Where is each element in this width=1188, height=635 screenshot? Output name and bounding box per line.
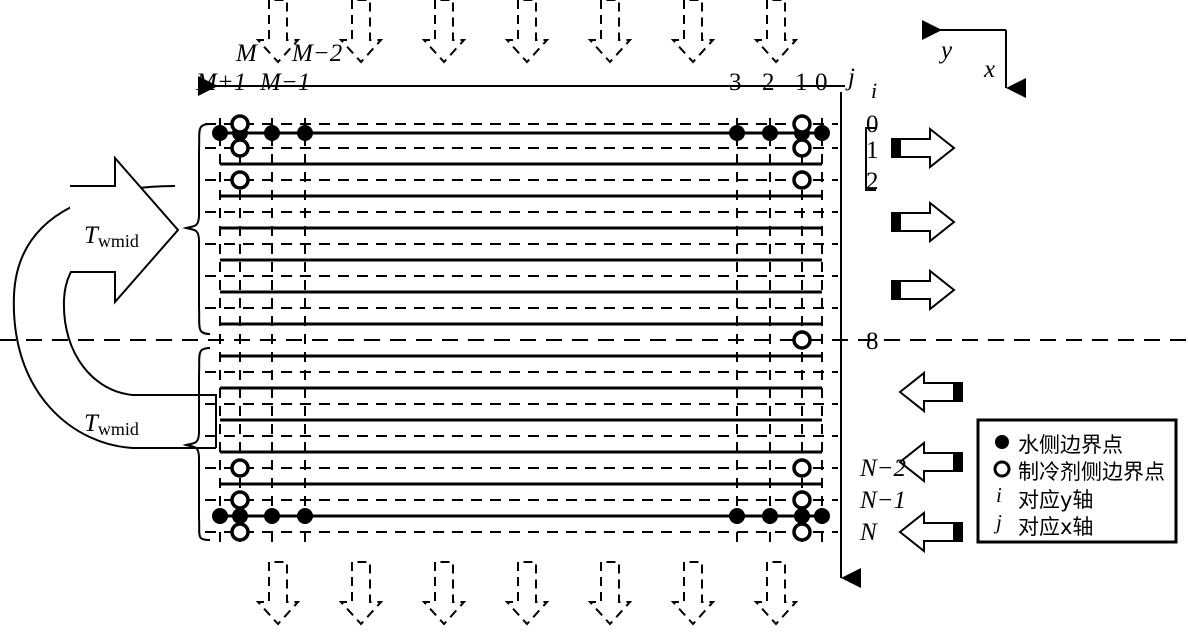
legend-filled-circle-icon [995,435,1009,449]
flow-label-T-upper: T [84,222,98,249]
grid-solid-rows [220,131,822,518]
right-inflow-arrows [899,372,963,552]
grid-dashed-rows [205,123,838,533]
column-label-2: 2 [762,69,775,96]
row-label-1: 1 [866,137,879,164]
bottom-outflow-arrows [257,561,797,625]
coordinate-axes [922,20,1026,98]
flow-label-sub-lower: wmid [97,418,139,439]
legend-item-water-boundary: 水侧边界点 [1018,433,1123,457]
axis-label-i: i [871,78,878,103]
right-row-bracket [865,127,876,191]
column-label-M-plus-1: M+1 [196,69,247,96]
legend-box [976,418,1178,544]
row-label-N-minus-1: N−1 [860,487,907,514]
legend-open-circle-icon [993,460,1011,478]
water-boundary-top [212,125,830,141]
discretization-grid [0,118,1188,548]
row-label-N: N [860,519,877,546]
flow-label-twmid-lower: Twmid [84,410,139,440]
legend-item-j-axis: 对应x轴 [1018,515,1094,539]
right-outflow-arrows [891,128,955,310]
axis-label-y: y [941,37,953,64]
left-brace-lower [182,347,211,541]
legend-marker-j: j [996,510,1002,534]
row-label-8: 8 [866,328,879,355]
left-brace-upper [182,123,211,335]
column-label-0: 0 [815,69,828,96]
water-flow-loop-arrow [12,155,217,449]
axis-label-x: x [984,56,996,83]
column-label-1: 1 [795,69,808,96]
column-label-M-minus-2: M−2 [292,40,343,67]
flow-label-twmid-upper: Twmid [84,222,139,252]
column-label-M: M [236,40,257,67]
row-label-2: 2 [866,168,879,195]
legend-item-refrigerant-boundary: 制冷剂侧边界点 [1018,460,1165,484]
flow-label-sub-upper: wmid [97,230,139,251]
legend-item-i-axis: 对应y轴 [1018,488,1094,512]
axis-label-j: j [848,64,855,91]
flow-label-T-lower: T [84,410,98,437]
column-label-3: 3 [729,69,742,96]
column-label-M-minus-1: M−1 [260,69,311,96]
row-label-0: 0 [866,111,879,138]
water-boundary-bottom [212,508,830,524]
row-label-N-minus-2: N−2 [860,455,907,482]
legend-marker-i: i [996,483,1002,507]
refrigerant-boundary-points [230,114,812,542]
